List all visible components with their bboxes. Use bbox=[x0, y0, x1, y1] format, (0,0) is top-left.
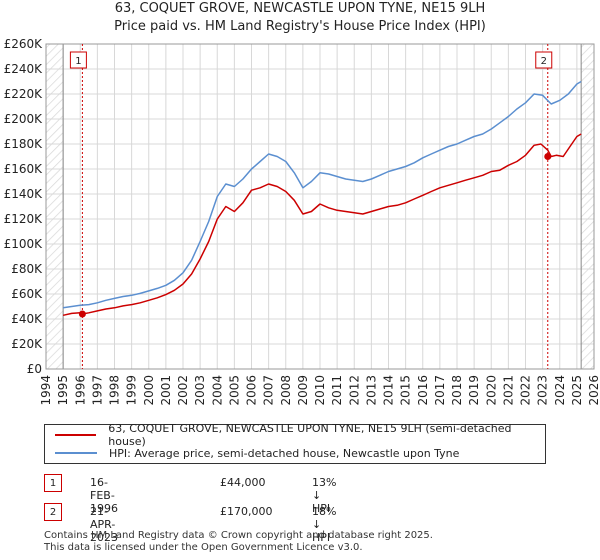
x-tick-label: 2023 bbox=[536, 375, 550, 406]
x-tick-label: 2019 bbox=[467, 375, 481, 406]
sale-marker-box bbox=[69, 51, 87, 69]
x-tick-label: 1998 bbox=[108, 375, 122, 406]
legend-swatch-property bbox=[55, 434, 97, 436]
x-tick-label: 2016 bbox=[416, 375, 430, 406]
y-tick-label: £160K bbox=[4, 162, 44, 176]
x-tick-label: 1996 bbox=[73, 375, 87, 406]
footer-line: This data is licensed under the Open Gov… bbox=[44, 542, 363, 553]
x-tick-label: 2011 bbox=[330, 375, 344, 406]
y-tick-label: £260K bbox=[4, 37, 44, 51]
chart-title: 63, COQUET GROVE, NEWCASTLE UPON TYNE, N… bbox=[114, 1, 486, 16]
x-tick-label: 2001 bbox=[159, 375, 173, 406]
x-tick-label: 2007 bbox=[262, 375, 276, 406]
y-tick-label: £240K bbox=[4, 62, 44, 76]
legend-swatch-hpi bbox=[55, 452, 97, 454]
y-tick-label: £120K bbox=[4, 212, 44, 226]
y-tick-label: £20K bbox=[11, 337, 43, 351]
sale-price: £44,000 bbox=[220, 476, 266, 489]
sale-point bbox=[78, 310, 86, 318]
sale-point bbox=[544, 153, 552, 160]
x-tick-label: 2012 bbox=[347, 375, 361, 406]
sale-date: 16-FEB-1996 bbox=[90, 476, 118, 515]
sale-marker-box bbox=[535, 51, 553, 69]
x-tick-label: 2022 bbox=[519, 375, 533, 406]
x-tick-label: 2010 bbox=[313, 375, 327, 406]
x-tick-label: 2018 bbox=[450, 375, 464, 406]
x-tick-label: 2004 bbox=[210, 375, 224, 406]
legend: 63, COQUET GROVE, NEWCASTLE UPON TYNE, N… bbox=[44, 422, 546, 464]
sale-date: 21-APR-2023 bbox=[90, 505, 118, 544]
x-tick-label: 1995 bbox=[56, 375, 70, 406]
chart: £0 £20K £40K £60K £80K £100K £120K £140K £160K £1… bbox=[4, 37, 600, 406]
x-tick-label: 1999 bbox=[125, 375, 139, 406]
sale-marker-label: 2 bbox=[541, 56, 547, 67]
x-tick-label: 2025 bbox=[570, 375, 584, 406]
x-tick-label: 2008 bbox=[279, 375, 293, 406]
footer-line: Contains HM Land Registry data © Crown c… bbox=[44, 530, 433, 541]
hpi-line bbox=[62, 80, 582, 309]
y-tick-label: £80K bbox=[11, 262, 43, 276]
y-tick-label: £100K bbox=[4, 237, 44, 251]
sale-hpi-diff: 13% ↓ HPI bbox=[312, 476, 337, 515]
x-tick-label: 2002 bbox=[176, 375, 190, 406]
legend-item-property: 63, COQUET GROVE, NEWCASTLE UPON TYNE, N… bbox=[55, 422, 545, 448]
chart-subtitle: Price paid vs. HM Land Registry's House … bbox=[114, 19, 486, 34]
sale-hpi-diff: 18% ↓ HPI bbox=[312, 505, 337, 544]
x-tick-label: 2024 bbox=[553, 375, 567, 406]
footer: Contains HM Land Registry data © Crown c… bbox=[44, 530, 433, 554]
x-tick-label: 2013 bbox=[364, 375, 378, 406]
x-tick-label: 2021 bbox=[501, 375, 515, 406]
y-tick-label: £60K bbox=[11, 287, 43, 301]
y-tick-label: £180K bbox=[4, 137, 44, 151]
x-tick-label: 2014 bbox=[382, 375, 396, 406]
y-tick-label: £0 bbox=[27, 362, 42, 376]
legend-label-property: 63, COQUET GROVE, NEWCASTLE UPON TYNE, N… bbox=[108, 422, 512, 448]
y-tick-label: £140K bbox=[4, 187, 44, 201]
x-tick-label: 2006 bbox=[245, 375, 259, 406]
x-tick-label: 2000 bbox=[142, 375, 156, 406]
x-tick-label: 2009 bbox=[296, 375, 310, 406]
plot-border bbox=[45, 43, 595, 370]
x-tick-label: 1994 bbox=[39, 375, 53, 406]
legend-label-hpi: HPI: Average price, semi-detached house,… bbox=[109, 446, 460, 460]
y-tick-label: £40K bbox=[11, 312, 43, 326]
x-tick-label: 1997 bbox=[90, 375, 104, 406]
hatched-region bbox=[581, 44, 594, 369]
hatched-region bbox=[46, 44, 64, 369]
x-tick-label: 2005 bbox=[227, 375, 241, 406]
sale-marker-label: 1 bbox=[75, 56, 81, 67]
property-price-line bbox=[62, 133, 582, 317]
y-tick-label: £200K bbox=[4, 112, 44, 126]
x-tick-label: 2017 bbox=[433, 375, 447, 406]
x-tick-label: 2026 bbox=[587, 375, 600, 406]
legend-item-hpi: HPI: Average price, semi-detached house,… bbox=[55, 445, 459, 461]
sale-marker-badge: 1 bbox=[44, 474, 62, 492]
sale-marker-badge: 2 bbox=[44, 503, 62, 521]
x-tick-label: 2020 bbox=[484, 375, 498, 406]
x-tick-label: 2015 bbox=[399, 375, 413, 406]
x-tick-label: 2003 bbox=[193, 375, 207, 406]
sale-price: £170,000 bbox=[220, 505, 273, 518]
y-tick-label: £220K bbox=[4, 87, 44, 101]
